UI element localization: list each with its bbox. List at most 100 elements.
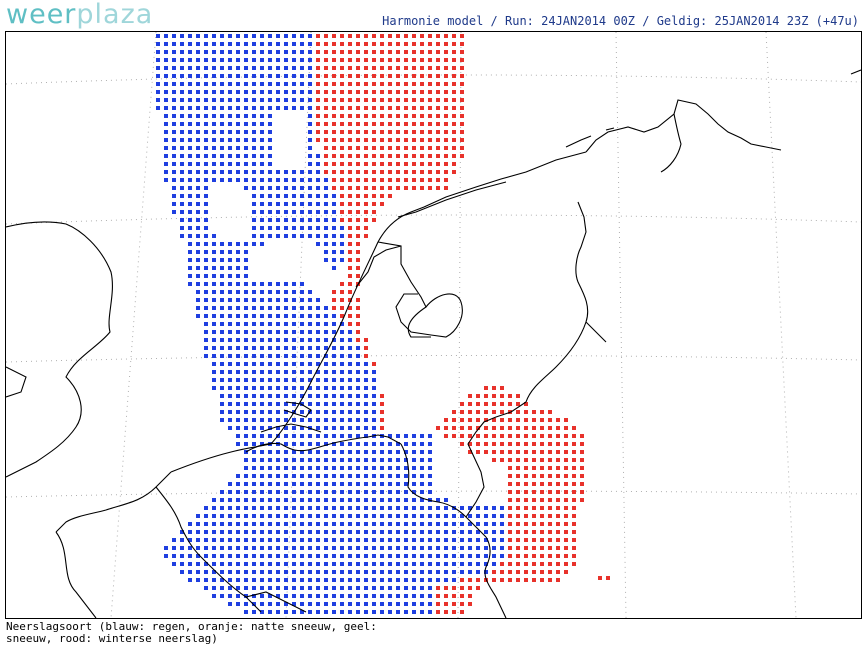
winter-precip-dot (540, 522, 544, 526)
rain-dot (212, 514, 216, 518)
rain-dot (404, 474, 408, 478)
rain-dot (220, 34, 224, 38)
rain-dot (348, 578, 352, 582)
winter-precip-dot (316, 106, 320, 110)
winter-precip-dot (492, 434, 496, 438)
rain-dot (260, 402, 264, 406)
rain-dot (276, 450, 280, 454)
rain-dot (220, 522, 224, 526)
rain-dot (340, 418, 344, 422)
rain-dot (268, 562, 272, 566)
winter-precip-dot (436, 170, 440, 174)
winter-precip-dot (372, 66, 376, 70)
winter-precip-dot (316, 114, 320, 118)
winter-precip-dot (332, 170, 336, 174)
rain-dot (388, 586, 392, 590)
rain-dot (412, 514, 416, 518)
rain-dot (308, 154, 312, 158)
rain-dot (332, 426, 336, 430)
winter-precip-dot (460, 442, 464, 446)
rain-dot (428, 458, 432, 462)
rain-dot (196, 234, 200, 238)
winter-precip-dot (540, 554, 544, 558)
rain-dot (164, 58, 168, 62)
winter-precip-dot (532, 570, 536, 574)
rain-dot (212, 66, 216, 70)
rain-dot (276, 522, 280, 526)
rain-dot (244, 538, 248, 542)
rain-dot (180, 202, 184, 206)
rain-dot (212, 58, 216, 62)
winter-precip-dot (316, 66, 320, 70)
rain-dot (308, 202, 312, 206)
rain-dot (444, 578, 448, 582)
rain-dot (340, 450, 344, 454)
rain-dot (436, 522, 440, 526)
winter-precip-dot (500, 570, 504, 574)
winter-precip-dot (324, 90, 328, 94)
rain-dot (372, 482, 376, 486)
rain-dot (372, 522, 376, 526)
rain-dot (196, 218, 200, 222)
rain-dot (300, 170, 304, 174)
winter-precip-dot (492, 578, 496, 582)
rain-dot (212, 138, 216, 142)
rain-dot (212, 90, 216, 94)
rain-dot (372, 506, 376, 510)
winter-precip-dot (452, 42, 456, 46)
winter-precip-dot (548, 442, 552, 446)
coastlines (6, 69, 861, 618)
winter-precip-dot (444, 162, 448, 166)
rain-dot (324, 386, 328, 390)
winter-precip-dot (444, 130, 448, 134)
winter-precip-dot (484, 410, 488, 414)
rain-dot (436, 554, 440, 558)
rain-dot (260, 282, 264, 286)
winter-precip-dot (388, 90, 392, 94)
rain-dot (300, 474, 304, 478)
winter-precip-dot (332, 186, 336, 190)
rain-dot (300, 498, 304, 502)
rain-dot (276, 530, 280, 534)
rain-dot (164, 98, 168, 102)
winter-precip-dot (340, 298, 344, 302)
rain-dot (252, 346, 256, 350)
rain-dot (292, 530, 296, 534)
winter-precip-dot (388, 130, 392, 134)
rain-dot (284, 338, 288, 342)
rain-dot (252, 138, 256, 142)
rain-dot (380, 522, 384, 526)
rain-dot (292, 354, 296, 358)
winter-precip-dot (572, 442, 576, 446)
rain-dot (204, 202, 208, 206)
rain-dot (332, 194, 336, 198)
winter-precip-dot (380, 162, 384, 166)
rain-dot (476, 562, 480, 566)
rain-dot (452, 530, 456, 534)
rain-dot (340, 370, 344, 374)
winter-precip-dot (356, 178, 360, 182)
rain-dot (212, 34, 216, 38)
rain-dot (324, 362, 328, 366)
winter-precip-dot (420, 178, 424, 182)
winter-precip-dot (348, 274, 352, 278)
rain-dot (260, 450, 264, 454)
rain-dot (324, 418, 328, 422)
winter-precip-dot (380, 426, 384, 430)
rain-dot (324, 234, 328, 238)
winter-precip-dot (348, 138, 352, 142)
rain-dot (260, 538, 264, 542)
rain-dot (276, 474, 280, 478)
rain-dot (220, 50, 224, 54)
rain-dot (236, 418, 240, 422)
rain-dot (468, 562, 472, 566)
rain-dot (372, 554, 376, 558)
rain-dot (284, 218, 288, 222)
rain-dot (228, 122, 232, 126)
rain-dot (380, 578, 384, 582)
rain-dot (236, 506, 240, 510)
rain-dot (340, 226, 344, 230)
winter-precip-dot (356, 298, 360, 302)
rain-dot (156, 58, 160, 62)
winter-precip-dot (460, 42, 464, 46)
